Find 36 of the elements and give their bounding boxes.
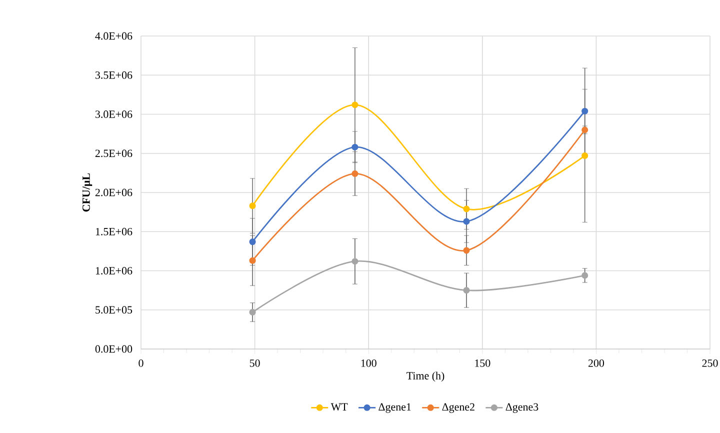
legend-label: Δgene1 (378, 403, 411, 413)
point (352, 170, 358, 178)
x-tick-label: 50 (250, 360, 260, 367)
point (463, 287, 470, 294)
point (352, 102, 358, 108)
y-tick-label: 3.5E+06 (95, 71, 132, 79)
point (463, 206, 470, 212)
x-tick-label: 200 (588, 360, 604, 367)
point (582, 108, 588, 114)
point (352, 144, 358, 150)
legend-label: Δgene3 (506, 403, 538, 413)
point (582, 272, 588, 279)
point (463, 218, 470, 225)
x-axis-title: Time (h) (406, 372, 444, 382)
legend-label: Δgene2 (442, 403, 474, 413)
point (249, 308, 256, 316)
point (249, 202, 256, 210)
y-tick-label: 1.5E+06 (96, 228, 132, 236)
y-tick-label: 2.5E+06 (95, 150, 132, 158)
x-tick-label: 0 (138, 360, 144, 367)
x-tick-label: 150 (475, 360, 490, 367)
x-tick-label: 250 (702, 360, 718, 367)
point (249, 238, 256, 246)
point (582, 152, 588, 160)
legend-label: WT (330, 403, 348, 411)
y-tick-label: 5.0E+05 (96, 306, 132, 314)
y-tick-label: 1.0E+06 (96, 267, 132, 274)
x-tick-label: 100 (361, 360, 376, 367)
y-tick-label: 3.0E+06 (95, 110, 132, 118)
point (352, 258, 358, 265)
y-tick-label: 0.0E+00 (95, 345, 132, 353)
point (463, 247, 470, 254)
point (249, 257, 256, 264)
y-tick-label: 2.0E+06 (95, 188, 132, 196)
y-tick-label: 4.0E+06 (95, 32, 132, 40)
y-axis-title: CFU/µL (82, 173, 92, 212)
